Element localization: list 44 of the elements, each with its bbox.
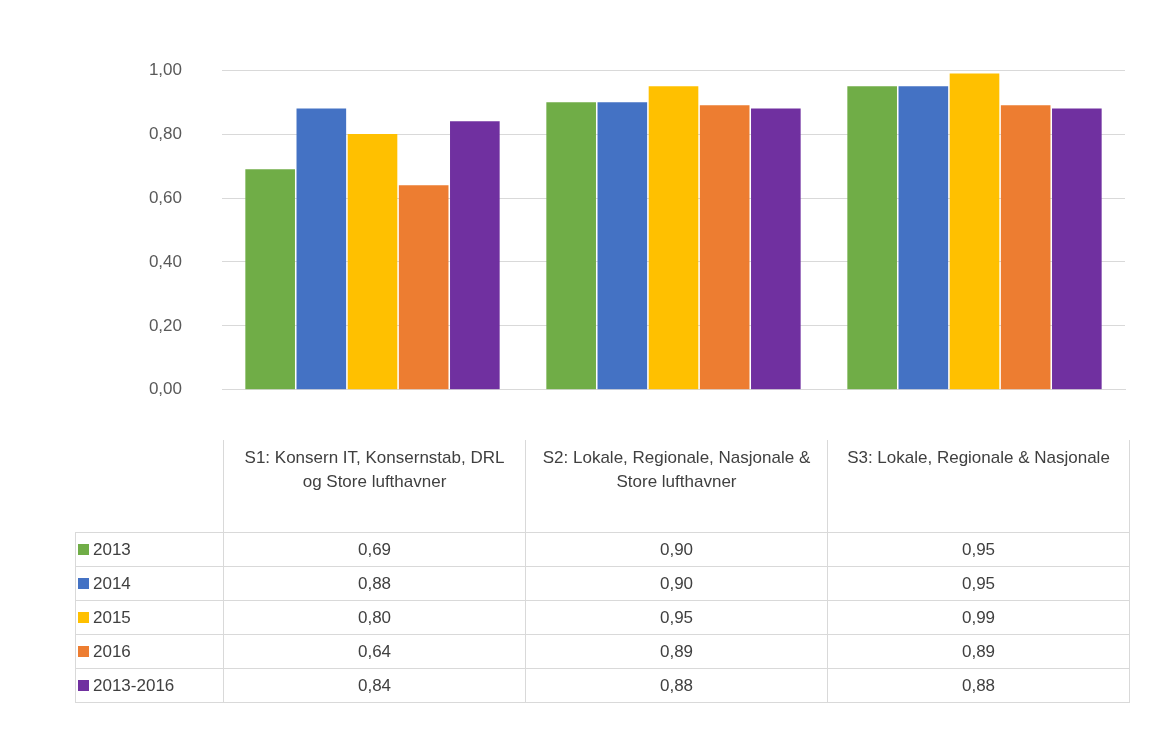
bar: [597, 102, 648, 390]
bar: [398, 185, 449, 390]
y-tick-label: 0,20: [148, 315, 182, 335]
bar: [847, 86, 897, 390]
data-label: 0,80: [223, 600, 526, 635]
data-label: 0,90: [525, 566, 828, 601]
legend-label: 2016: [75, 634, 224, 669]
legend-label: 2013-2016: [75, 668, 224, 703]
data-label: 0,64: [223, 634, 526, 669]
data-label: 0,99: [827, 600, 1130, 635]
y-tick-label: 0,40: [148, 251, 182, 271]
bar: [898, 86, 949, 390]
y-tick-label: 0,80: [148, 123, 182, 143]
x-tick-label: S1: Konsern IT, Konsernstab, DRL og Store lufthavner: [223, 440, 526, 533]
data-label: 0,69: [223, 532, 526, 567]
data-label: 0,90: [525, 532, 828, 567]
bar: [546, 102, 596, 390]
data-label: 0,88: [827, 668, 1130, 703]
x-tick-label: S3: Lokale, Regionale & Nasjonale: [827, 440, 1130, 533]
bar: [1052, 108, 1102, 390]
legend-label: 2014: [75, 566, 224, 601]
legend-label: 2013: [75, 532, 224, 567]
bar: [347, 134, 398, 390]
bar: [648, 86, 699, 390]
y-tick-label: 1,00: [148, 59, 182, 79]
data-label: 0,95: [525, 600, 828, 635]
bar: [949, 73, 1000, 390]
bar: [296, 108, 347, 390]
data-label: 0,88: [525, 668, 828, 703]
bar: [450, 121, 500, 390]
data-label: 0,89: [525, 634, 828, 669]
data-label: 0,95: [827, 566, 1130, 601]
data-label: 0,95: [827, 532, 1130, 567]
data-label: 0,89: [827, 634, 1130, 669]
bar: [699, 105, 750, 390]
bar: [245, 169, 295, 390]
data-label: 0,88: [223, 566, 526, 601]
x-tick-label: S2: Lokale, Regionale, Nasjonale & Store lufthavner: [525, 440, 828, 533]
data-label: 0,84: [223, 668, 526, 703]
bar: [751, 108, 801, 390]
y-tick-label: 0,60: [148, 187, 182, 207]
bar: [1000, 105, 1051, 390]
y-tick-label: 0,00: [148, 379, 182, 399]
legend-label: 2015: [75, 600, 224, 635]
